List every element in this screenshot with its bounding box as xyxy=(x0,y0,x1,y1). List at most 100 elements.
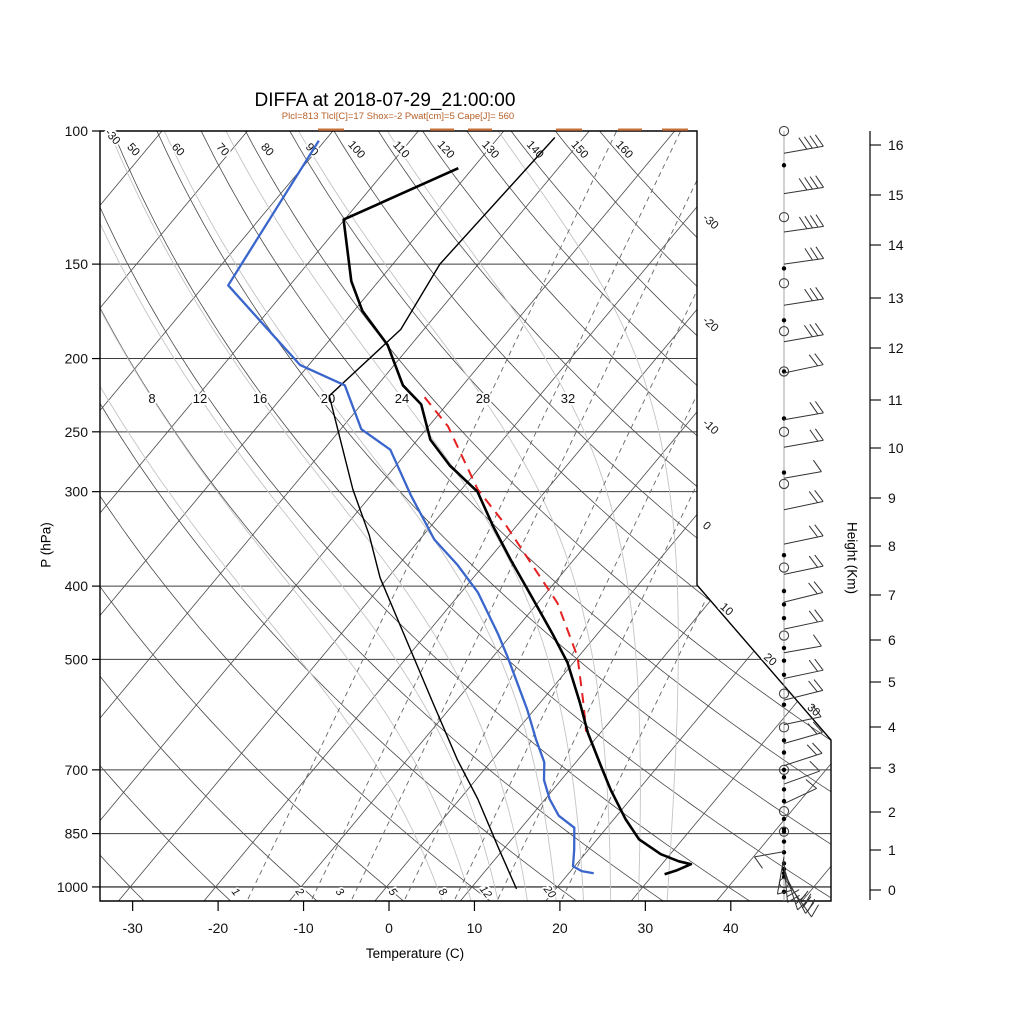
wind-level-dot xyxy=(781,767,787,773)
theta-label: 140 xyxy=(524,139,546,161)
wind-barb xyxy=(783,609,824,630)
theta-label: 50 xyxy=(124,141,141,159)
wind-level-dot xyxy=(781,645,787,651)
theta-left-label: -30 xyxy=(102,127,122,147)
height-tick-label: 3 xyxy=(888,760,896,776)
mixing-ratio-label: 3 xyxy=(333,886,347,899)
wind-level-dot xyxy=(781,787,787,792)
wind-level-dot xyxy=(781,588,787,594)
theta-label: 120 xyxy=(435,139,457,161)
wind-barb xyxy=(783,679,824,701)
wind-level-dot xyxy=(781,839,787,844)
wind-level-dot xyxy=(781,672,787,677)
wind-barb xyxy=(783,705,822,726)
temperature-tick-label: 20 xyxy=(552,920,568,936)
height-tick-label: 14 xyxy=(888,237,904,253)
wind-barb xyxy=(783,459,822,479)
isotherm-right-label: -20 xyxy=(700,315,720,335)
mixing-ratio-label: 1 xyxy=(229,886,242,898)
pressure-tick-label: 100 xyxy=(65,123,89,139)
wind-barb xyxy=(776,856,792,895)
wind-barb xyxy=(783,134,824,154)
chart-title: DIFFA at 2018-07-29_21:00:00 xyxy=(254,90,516,111)
wind-level-circle xyxy=(778,630,790,641)
theta-label: 80 xyxy=(258,141,275,159)
dewpoint-curve xyxy=(227,140,594,875)
wind-barb xyxy=(783,760,821,785)
aux-temperature-curve xyxy=(328,137,556,890)
isotherm-right-label: -10 xyxy=(700,417,720,437)
wind-barb xyxy=(783,581,824,603)
pressure-tick-label: 200 xyxy=(65,351,89,367)
isotherm-diagonal-label: 30 xyxy=(805,702,823,719)
temperature-tick-label: -10 xyxy=(293,920,313,936)
wind-level-dot xyxy=(781,470,787,475)
wind-level-dot xyxy=(781,798,787,804)
wind-level-circle xyxy=(778,426,790,437)
wind-barb xyxy=(783,401,824,421)
pressure-tick-label: 400 xyxy=(65,578,89,594)
wind-barb xyxy=(754,851,785,869)
pressure-tick-label: 1000 xyxy=(57,879,88,895)
theta-label: 60 xyxy=(169,141,186,159)
height-tick-label: 12 xyxy=(888,340,904,356)
pressure-tick-label: 700 xyxy=(65,762,89,778)
wind-level-dot xyxy=(781,816,787,822)
height-tick-label: 15 xyxy=(888,187,904,203)
height-tick-label: 1 xyxy=(888,842,896,858)
temperature-tick-label: -20 xyxy=(208,920,228,936)
wind-level-dot xyxy=(781,738,787,743)
wind-level-dot xyxy=(781,163,787,168)
wind-level-circle xyxy=(778,478,790,490)
height-tick-label: 5 xyxy=(888,674,896,690)
height-tick-label: 6 xyxy=(888,632,896,648)
moist-adiabat-label: 12 xyxy=(193,391,207,406)
height-tick-label: 7 xyxy=(888,587,896,603)
temperature-curve xyxy=(342,167,693,876)
height-tick-label: 0 xyxy=(888,882,896,898)
pressure-tick-label: 300 xyxy=(65,484,89,500)
plot-boundary xyxy=(99,128,832,902)
wind-barb xyxy=(783,246,825,265)
isotherm-diagonal-label: 10 xyxy=(718,601,736,618)
wind-level-dot xyxy=(781,318,787,323)
wind-barb xyxy=(783,779,817,805)
wind-level-circle xyxy=(778,826,790,837)
isotherm-right-label: -30 xyxy=(700,212,720,232)
mixing-ratio-label: 12 xyxy=(477,884,494,901)
height-tick-label: 10 xyxy=(888,440,904,456)
wind-barb xyxy=(783,353,824,374)
wind-barb xyxy=(783,721,823,744)
wind-level-circle xyxy=(778,326,790,337)
wind-level-dot xyxy=(781,658,787,663)
parcel-ascent-curve xyxy=(423,396,588,732)
height-tick-label: 16 xyxy=(888,137,904,153)
wind-barb xyxy=(783,742,823,767)
moist-adiabat-label: 28 xyxy=(476,391,490,406)
isotherm-diagonal-label: 20 xyxy=(761,651,779,668)
wind-barb xyxy=(783,214,825,233)
wind-level-dot xyxy=(781,829,787,834)
wind-level-dot xyxy=(781,552,787,558)
wind-barb xyxy=(783,175,824,195)
height-tick-label: 11 xyxy=(888,392,903,408)
wind-level-circle xyxy=(778,366,790,377)
wind-level-dot xyxy=(781,602,787,607)
pressure-tick-label: 250 xyxy=(65,424,89,440)
wind-barb xyxy=(783,634,822,654)
temperature-tick-label: 40 xyxy=(723,920,739,936)
chart-subtitle: Plcl=813 Tlcl[C]=17 Shox=-2 Pwat[cm]=5 C… xyxy=(281,111,515,122)
wind-level-circle xyxy=(778,211,790,223)
temperature-tick-label: 0 xyxy=(385,920,393,936)
theta-label: 150 xyxy=(568,139,590,161)
wind-barb xyxy=(783,287,824,306)
moist-adiabat-label: 24 xyxy=(395,391,409,406)
wind-barb xyxy=(783,554,824,575)
theta-label: 110 xyxy=(390,139,411,161)
theta-label: 100 xyxy=(345,139,367,161)
height-tick-label: 4 xyxy=(888,719,896,735)
temperature-tick-label: -30 xyxy=(123,920,143,936)
wind-level-circle xyxy=(778,562,790,573)
grid-labels: 50 60 70 80 90 100 110 120 130 140 150 160403020100… xyxy=(100,125,823,903)
